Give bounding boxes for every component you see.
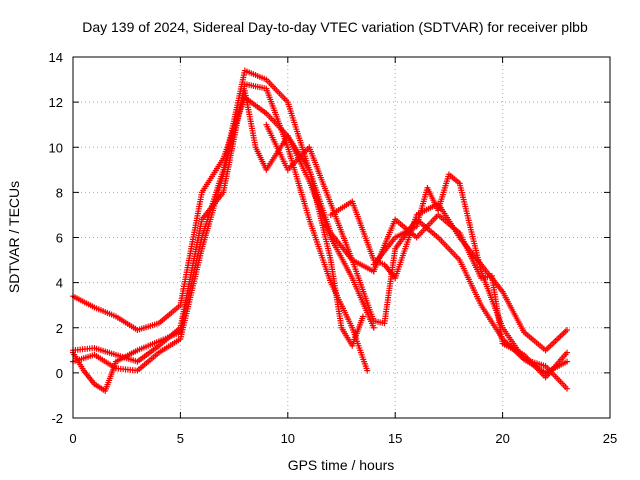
y-tick-label: 0 bbox=[56, 366, 63, 381]
series-trace-3 bbox=[70, 67, 377, 394]
y-tick-label: 2 bbox=[56, 321, 63, 336]
data-point bbox=[359, 313, 366, 320]
series-trace-4 bbox=[70, 87, 366, 374]
chart-title: Day 139 of 2024, Sidereal Day-to-day VTE… bbox=[82, 19, 588, 35]
data-point bbox=[364, 367, 371, 374]
x-axis-title: GPS time / hours bbox=[288, 457, 395, 473]
data-point bbox=[370, 324, 377, 331]
x-tick-label: 5 bbox=[177, 431, 184, 446]
y-tick-label: 12 bbox=[49, 95, 63, 110]
x-tick-label: 25 bbox=[603, 431, 617, 446]
series-trace-8 bbox=[370, 211, 571, 381]
y-axis-title: SDTVAR / TECUs bbox=[6, 181, 22, 293]
y-tick-label: 4 bbox=[56, 276, 63, 291]
data-point bbox=[564, 385, 571, 392]
data-point bbox=[564, 327, 571, 334]
y-tick-label: 8 bbox=[56, 185, 63, 200]
series-trace-5 bbox=[263, 121, 571, 376]
series-trace-7 bbox=[370, 171, 571, 392]
data-point bbox=[564, 349, 571, 356]
x-tick-label: 20 bbox=[495, 431, 509, 446]
x-tick-label: 10 bbox=[281, 431, 295, 446]
x-tick-label: 15 bbox=[388, 431, 402, 446]
y-tick-label: 14 bbox=[49, 50, 63, 65]
y-tick-label: -2 bbox=[51, 411, 63, 426]
data-points bbox=[70, 67, 571, 394]
x-tick-label: 0 bbox=[69, 431, 76, 446]
axis-ticks: 0 5 10 15 20 25 -2 0 2 4 6 8 10 12 14 bbox=[49, 50, 618, 446]
y-tick-label: 10 bbox=[49, 140, 63, 155]
y-tick-label: 6 bbox=[56, 231, 63, 246]
data-point bbox=[564, 358, 571, 365]
